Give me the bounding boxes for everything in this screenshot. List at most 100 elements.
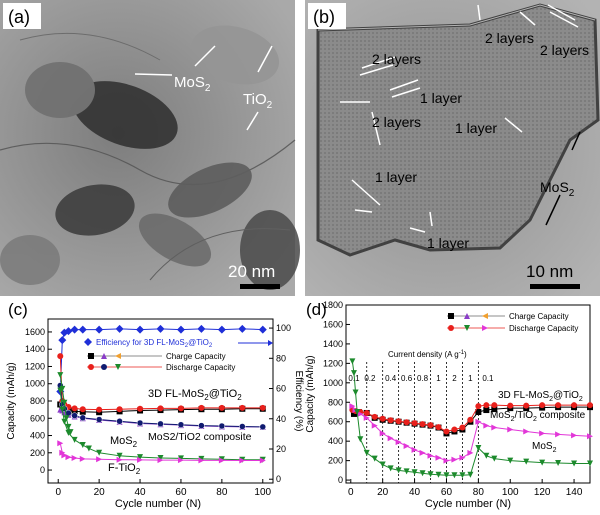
data-point — [71, 412, 78, 419]
data-point — [136, 419, 144, 427]
y-tick-label: 1600 — [323, 319, 343, 329]
x-tick-label: 80 — [473, 487, 485, 498]
data-point — [79, 442, 86, 449]
y-tick-label: 600 — [30, 413, 45, 423]
layer-markers-b — [340, 4, 579, 233]
data-point — [61, 418, 68, 425]
data-point — [379, 415, 386, 422]
legend-efficiency: Efficiency for 3D FL-MoS2@TiO2 — [96, 338, 213, 349]
rate-label: 0.1 — [348, 374, 360, 383]
panel-a: (a) MoS2 TiO2 20 nm — [0, 0, 300, 296]
data-point — [65, 454, 72, 461]
panel-d: (d) 0 20 40 60 80 100 120 140020040060080010001… — [305, 300, 593, 510]
data-point — [555, 431, 562, 438]
panel-b-label: (b) — [313, 7, 335, 27]
data-point — [116, 406, 123, 413]
y-tick-label: 0 — [338, 475, 343, 485]
label-mos2-c: MoS2 — [110, 435, 138, 449]
data-point — [116, 456, 123, 463]
ylabel-c: Capacity (mAh/g) — [6, 362, 17, 439]
data-point — [217, 325, 226, 334]
data-point — [435, 424, 442, 431]
data-point — [85, 445, 92, 452]
data-point — [79, 414, 87, 422]
panel-a-label: (a) — [8, 7, 30, 27]
data-point — [427, 422, 434, 429]
data-point — [350, 410, 357, 417]
data-point — [451, 426, 458, 433]
rate-label: 1 — [468, 374, 473, 383]
data-point — [115, 324, 124, 333]
y-tick-label: 800 — [30, 396, 45, 406]
data-point — [198, 455, 205, 462]
data-point — [349, 358, 356, 365]
data-point — [587, 402, 593, 409]
data-point — [57, 372, 64, 379]
legend-discharge-d: Discharge Capacity — [509, 324, 578, 333]
series-d — [349, 358, 593, 479]
y-tick-label: 1200 — [323, 358, 343, 368]
y-tick-label: 1000 — [323, 378, 343, 388]
scale-bar-a — [240, 284, 280, 289]
data-point — [571, 402, 578, 409]
rate-label: 0.8 — [417, 374, 429, 383]
arrow-mos2-b — [571, 131, 581, 151]
data-point — [177, 455, 184, 462]
data-point — [259, 457, 266, 464]
x-tick-label: 140 — [566, 487, 583, 498]
data-point — [443, 472, 450, 479]
data-point — [395, 467, 402, 474]
x-tick-label: 60 — [441, 487, 453, 498]
y-tick-label: 400 — [30, 431, 45, 441]
data-point — [435, 471, 442, 478]
data-point — [419, 421, 426, 428]
series-efficiency — [56, 324, 267, 396]
series-mos2 — [349, 358, 593, 479]
data-point — [411, 469, 418, 476]
legend-d: Charge Capacity Discharge Capacity — [447, 312, 578, 333]
y-tick-label: 1000 — [25, 379, 45, 389]
data-point — [411, 420, 418, 427]
current-density-rates: 0.1 0.2 0.4 0.6 0.8 1 2 1 0.1 — [348, 374, 494, 383]
scale-bar-label-b: 10 nm — [526, 262, 573, 281]
data-point — [507, 457, 514, 464]
data-point — [371, 413, 378, 420]
rate-label: 0.2 — [364, 374, 376, 383]
y-tick-label: 600 — [328, 417, 343, 427]
y2label-c: Efficiency (%) — [293, 371, 304, 432]
data-point — [451, 472, 458, 479]
arrow-mos2-b — [545, 194, 561, 226]
data-point — [507, 426, 514, 433]
data-point — [427, 452, 434, 459]
data-point — [357, 410, 364, 417]
data-point — [61, 452, 68, 459]
label-2-layers: 2 layers — [540, 42, 589, 58]
label-fl-mos2-tio2-d: 3D FL-MoS2@TiO2 — [498, 390, 583, 403]
data-point — [116, 418, 123, 425]
rate-label: 0.1 — [482, 374, 494, 383]
data-point — [363, 449, 370, 456]
data-point — [523, 458, 530, 465]
data-point — [238, 324, 247, 333]
data-point — [71, 408, 78, 415]
data-point — [491, 455, 498, 462]
layer-labels-b: 2 layers 2 layers 2 layers 1 layer 2 lay… — [372, 30, 589, 251]
data-point — [116, 452, 123, 459]
data-point — [427, 471, 434, 478]
data-point — [70, 325, 79, 334]
rate-label: 0.4 — [385, 374, 397, 383]
xlabel-c: Cycle number (N) — [115, 498, 201, 510]
series-f-tio2 — [57, 440, 266, 464]
y2-tick-label: 0 — [276, 474, 281, 484]
data-point — [419, 449, 426, 456]
series-line — [59, 390, 263, 461]
label-fl-mos2-tio2-c: 3D FL-MoS2@TiO2 — [148, 388, 242, 402]
data-point — [475, 418, 482, 425]
tem-flakes-a — [0, 25, 300, 290]
data-point — [571, 460, 578, 467]
data-point — [71, 405, 78, 412]
data-point — [451, 456, 458, 463]
data-point — [177, 405, 184, 412]
y-tick-label: 200 — [328, 456, 343, 466]
data-point — [387, 417, 394, 424]
